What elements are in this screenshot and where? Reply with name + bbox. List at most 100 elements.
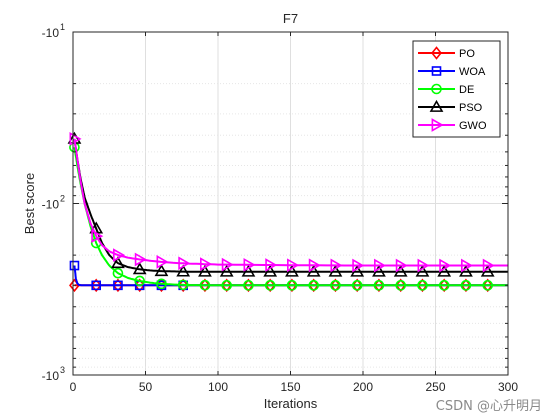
series-marker-de [243,280,254,291]
series-marker-woa [69,260,80,271]
series-marker-pso [241,264,256,277]
legend-item-de: DE [418,83,474,96]
series-marker-po [243,278,254,293]
legend-swatch-marker [429,99,444,112]
x-tick-label: 150 [280,380,300,394]
series-marker-pso [328,264,343,277]
series-marker-pso [176,264,191,277]
series-marker-po [330,278,341,293]
y-tick-label-base: -10 [42,198,60,212]
legend-item-pso: PSO [418,99,483,114]
series-marker-po [308,278,320,293]
series-marker-po [373,278,385,293]
series-marker-po [112,278,124,293]
series-marker-gwo [439,258,452,273]
y-tick-label: -10 2 [42,194,65,212]
x-tick-label: 250 [425,380,445,394]
legend-box [412,40,501,138]
series-marker-de [308,280,320,291]
series-marker-de [417,280,428,291]
series-marker-de [438,280,450,291]
series-marker-gwo [374,258,387,273]
x-tick-label: 0 [70,380,77,394]
legend-label: PSO [459,102,483,114]
series-marker-po [90,278,102,293]
series-marker-po [177,278,189,293]
x-tick-label: 50 [139,380,153,394]
series-marker-gwo [395,258,408,273]
legend-item-po: PO [418,46,475,60]
series-marker-gwo [287,258,300,273]
series-marker-woa [91,280,101,291]
legend-swatch-marker [431,46,442,60]
legend-swatch-marker [431,66,442,76]
y-tick-label-base: -10 [42,26,60,40]
legend-label: WOA [459,66,486,78]
y-tick-label: -10 1 [42,22,65,40]
axis-ticks: 0 50 100 150 200 250 300-10 1-10 2-10 3 [42,22,519,394]
series-marker-pso [285,264,299,277]
y-axis-title: Best score [22,173,37,234]
series-marker-pso [132,262,147,275]
legend-item-gwo: GWO [418,118,487,132]
series-marker-de [330,280,341,291]
series-marker-gwo [134,252,147,267]
series-marker-gwo [200,257,213,271]
y-tick-label-exponent: 2 [60,194,65,204]
series-marker-po [264,278,276,293]
y-tick-label-exponent: 3 [60,365,65,375]
series-line-gwo [73,138,508,267]
series-marker-gwo [156,255,169,269]
series-marker-pso [219,264,234,277]
x-tick-label: 300 [498,380,518,394]
series-gwo [69,132,508,273]
y-tick-label: -10 3 [42,365,65,383]
legend-label: PO [459,48,475,60]
series-marker-gwo [265,258,278,272]
series-marker-de [482,280,494,291]
series-marker-de [373,280,385,291]
series-marker-gwo [91,229,104,244]
series-marker-de [460,280,472,291]
series-marker-gwo [482,258,495,273]
series-marker-gwo [352,258,365,273]
legend-swatch-marker [431,118,444,132]
series-marker-de [221,280,232,291]
y-tick-label-base: -10 [42,369,60,383]
legend-label: GWO [459,120,487,132]
series-marker-de [156,278,167,290]
legend-swatch-marker [431,83,442,95]
series-marker-po [417,278,428,293]
series-marker-pso [111,256,125,269]
series-marker-po [395,278,407,293]
series-marker-pso [306,264,321,277]
series-marker-de [112,267,124,279]
chart-title: F7 [283,11,298,26]
series-marker-de [199,279,211,291]
series-marker-pso [263,264,278,277]
series-marker-po [438,278,450,293]
legend-item-woa: WOA [418,66,486,78]
series-marker-de [264,280,276,291]
series-marker-gwo [243,257,256,272]
series-marker-de [286,280,298,291]
legend: PO WOA DE PSO GWO [412,40,501,138]
series-marker-gwo [330,258,343,273]
series-marker-gwo [308,258,321,273]
series-marker-pso [154,264,169,277]
series-marker-po [199,278,211,293]
series-marker-gwo [221,257,234,272]
series-marker-de [134,275,145,287]
x-tick-label: 100 [208,380,228,394]
series-group [67,131,508,293]
series-marker-woa [113,280,123,291]
series-marker-po [482,278,494,293]
series-marker-po [221,278,233,293]
y-tick-label-exponent: 1 [60,22,65,32]
x-tick-label: 200 [353,380,373,394]
series-marker-gwo [178,256,191,271]
series-marker-de [395,280,407,291]
watermark: CSDN @心升明月 [435,399,542,414]
series-marker-po [286,278,298,293]
